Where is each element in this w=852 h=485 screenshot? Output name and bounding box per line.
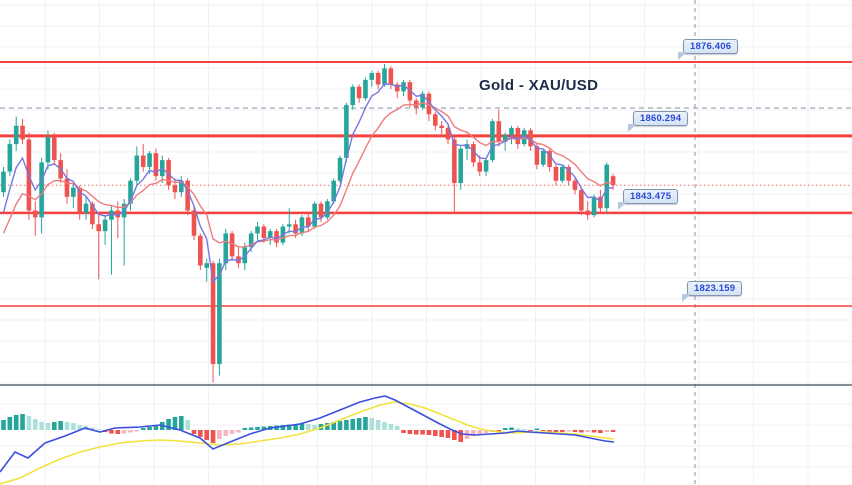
price-level-label-1843[interactable]: 1843.475 (618, 189, 679, 210)
label-tail-icon (678, 52, 687, 60)
price-level-label-1823-text: 1823.159 (694, 283, 736, 294)
macd-histogram (1, 414, 616, 443)
candlesticks (1, 63, 616, 383)
price-level-label-1876[interactable]: 1876.406 (678, 39, 739, 60)
price-level-label-1823[interactable]: 1823.159 (682, 281, 743, 302)
label-tail-icon (628, 124, 637, 132)
price-level-label-1876-text: 1876.406 (690, 41, 732, 52)
macd-signal-line (0, 401, 615, 485)
label-tail-icon (682, 294, 691, 302)
fast-ema-line (2, 83, 614, 283)
price-level-label-1860-text: 1860.294 (640, 113, 682, 124)
chart-title: Gold - XAU/USD (479, 77, 599, 94)
slow-ema-line (2, 102, 614, 248)
price-level-label-1860[interactable]: 1860.294 (628, 111, 689, 132)
price-level-label-1843-text: 1843.475 (630, 191, 672, 202)
macd-line (0, 395, 615, 473)
label-tail-icon (618, 202, 627, 210)
support-resistance-lines[interactable] (0, 61, 852, 307)
